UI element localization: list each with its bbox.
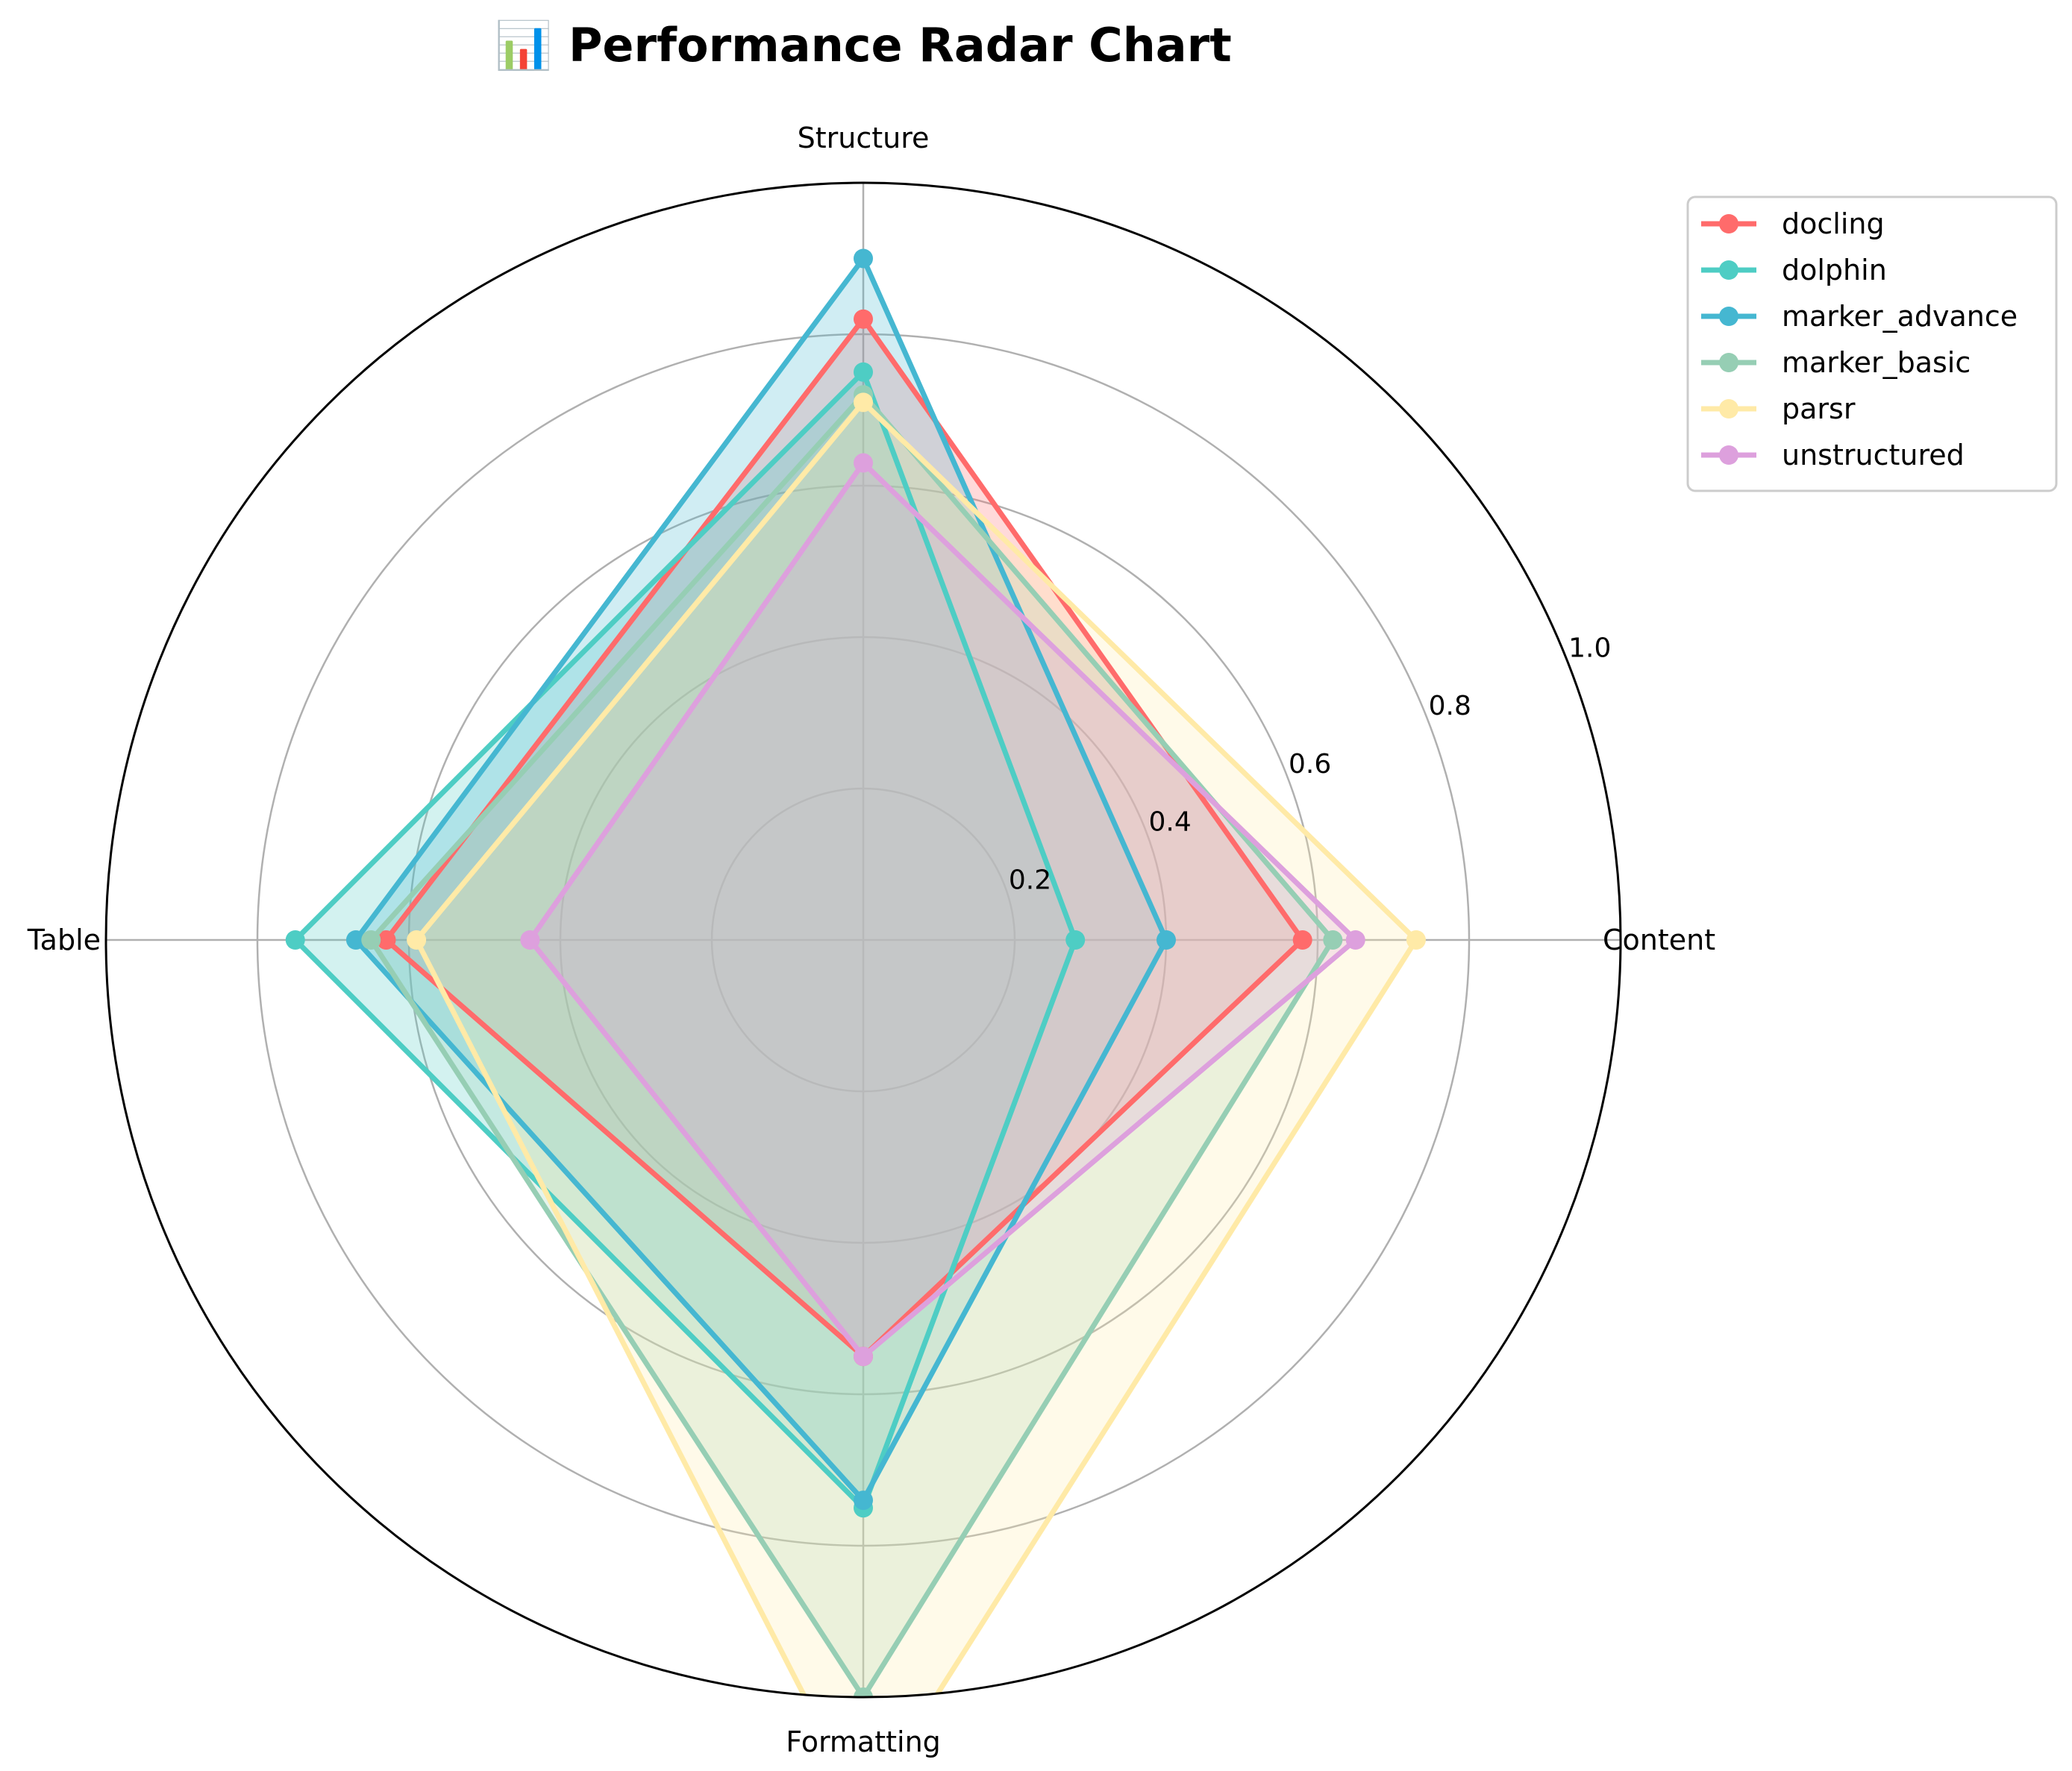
chart-title: 📊 Performance Radar Chart <box>495 18 1232 72</box>
series-lines <box>285 248 1426 1697</box>
data-point-parsr-Table <box>407 930 427 950</box>
data-point-marker_basic-Content <box>1323 930 1343 950</box>
series-area-marker_advance <box>355 258 1166 1501</box>
legend-item-marker_basic: marker_basic <box>1701 346 1971 379</box>
radial-tick-label: 0.2 <box>1009 865 1051 895</box>
axis-label-content: Content <box>1603 924 1715 956</box>
data-point-dolphin-Structure <box>854 362 873 382</box>
axis-labels: Content Structure Table Formatting <box>27 122 1715 1758</box>
radial-tick-labels: 0.2 0.4 0.6 0.8 1.0 <box>1009 633 1611 896</box>
data-point-marker_advance-Content <box>1156 930 1176 950</box>
outer-ring <box>104 181 1622 1699</box>
legend-frame <box>1686 195 2058 492</box>
data-point-dolphin-Content <box>1065 930 1086 950</box>
legend-label: parsr <box>1782 392 1856 425</box>
legend-swatch-marker <box>1719 399 1738 419</box>
legend-item-unstructured: unstructured <box>1701 439 1965 471</box>
legend: docling dolphin marker_advance marker_basic… <box>1686 195 2058 492</box>
data-point-parsr-Structure <box>854 392 873 413</box>
data-point-marker_advance-Table <box>345 930 366 950</box>
axis-label-formatting: Formatting <box>786 1725 941 1758</box>
radial-tick-label: 1.0 <box>1568 633 1611 664</box>
series-area-dolphin <box>295 372 1076 1508</box>
legend-label: marker_advance <box>1782 300 2018 333</box>
legend-item-dolphin: dolphin <box>1701 254 1887 286</box>
data-point-unstructured-Formatting <box>854 1347 873 1367</box>
legend-item-docling: docling <box>1701 207 1885 240</box>
legend-item-marker_advance: marker_advance <box>1701 300 2018 333</box>
data-point-unstructured-Content <box>1345 930 1365 950</box>
outer-ring-circle <box>104 181 1622 1699</box>
data-point-docling-Table <box>376 930 396 950</box>
series-area-docling <box>386 319 1303 1357</box>
legend-item-parsr: parsr <box>1701 392 1856 425</box>
legend-swatch-marker <box>1719 307 1738 326</box>
data-point-parsr-Content <box>1406 930 1426 950</box>
series-area-unstructured <box>530 463 1356 1357</box>
legend-swatch-marker <box>1719 353 1738 372</box>
radial-tick-label: 0.4 <box>1149 807 1192 838</box>
radial-grid <box>106 183 1621 1697</box>
data-point-docling-Content <box>1292 930 1312 950</box>
data-point-dolphin-Table <box>285 930 305 950</box>
series-area-marker_basic <box>371 395 1333 1697</box>
legend-swatch-marker <box>1719 214 1738 233</box>
data-point-docling-Structure <box>854 309 873 329</box>
legend-items: docling dolphin marker_advance marker_basic… <box>1701 207 2018 471</box>
data-point-marker_basic-Table <box>361 930 381 950</box>
legend-swatch-marker <box>1719 260 1738 280</box>
legend-label: docling <box>1782 207 1885 240</box>
data-point-marker_basic-Formatting <box>854 1687 873 1697</box>
legend-label: unstructured <box>1782 439 1965 471</box>
data-point-marker_advance-Structure <box>854 248 873 269</box>
legend-label: marker_basic <box>1782 346 1971 379</box>
radial-tick-label: 0.8 <box>1429 691 1471 721</box>
axis-label-table: Table <box>27 924 101 956</box>
radial-tick-label: 0.6 <box>1289 749 1331 780</box>
series-fills <box>295 258 1416 1697</box>
legend-label: dolphin <box>1782 254 1887 286</box>
axis-label-structure: Structure <box>798 122 930 154</box>
data-point-marker_advance-Formatting <box>854 1491 873 1511</box>
data-point-unstructured-Table <box>520 930 540 950</box>
data-point-unstructured-Structure <box>854 453 873 473</box>
legend-swatch-marker <box>1719 445 1738 465</box>
